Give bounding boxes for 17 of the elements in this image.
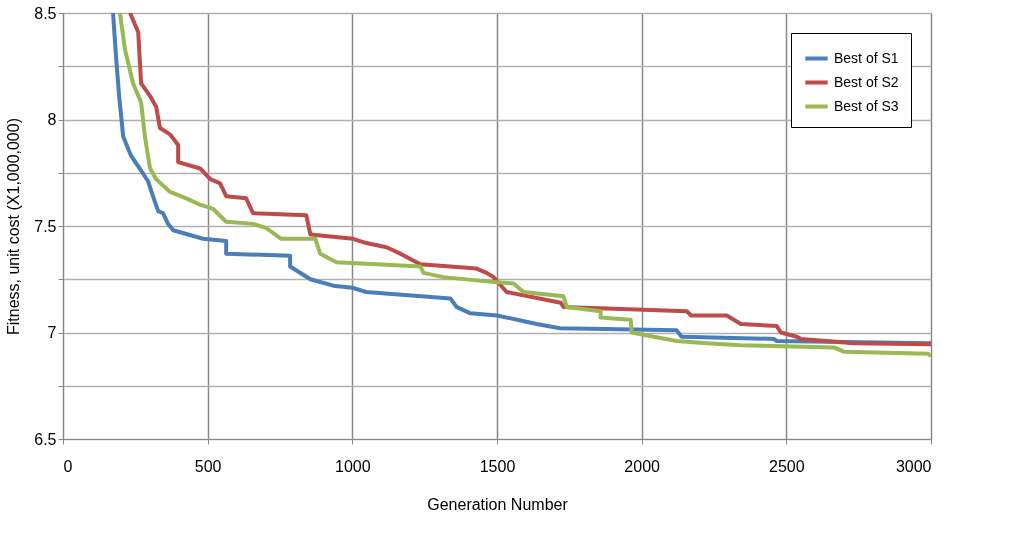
legend-label: Best of S1 — [834, 49, 899, 66]
y-tick-label: 6.5 — [34, 430, 57, 448]
x-tick-label: 500 — [194, 457, 222, 475]
x-tick-label: 1000 — [335, 457, 371, 475]
x-axis-title: Generation Number — [427, 495, 569, 513]
y-axis-title: Fitness, unit cost (X1,000,000) — [5, 118, 23, 335]
y-tick-label: 8 — [47, 111, 57, 128]
y-tick-label: 7 — [47, 324, 57, 341]
x-tick-label: 0 — [63, 457, 73, 475]
legend-label: Best of S2 — [834, 73, 899, 90]
x-tick-label: 2500 — [769, 457, 805, 475]
legend-label: Best of S3 — [834, 97, 899, 114]
y-tick-label: 8.5 — [34, 4, 57, 22]
x-tick-label: 3000 — [895, 457, 932, 475]
y-tick-label: 7.5 — [34, 217, 57, 235]
x-tick-label: 2000 — [624, 457, 661, 475]
x-tick-label: 1500 — [479, 457, 516, 475]
